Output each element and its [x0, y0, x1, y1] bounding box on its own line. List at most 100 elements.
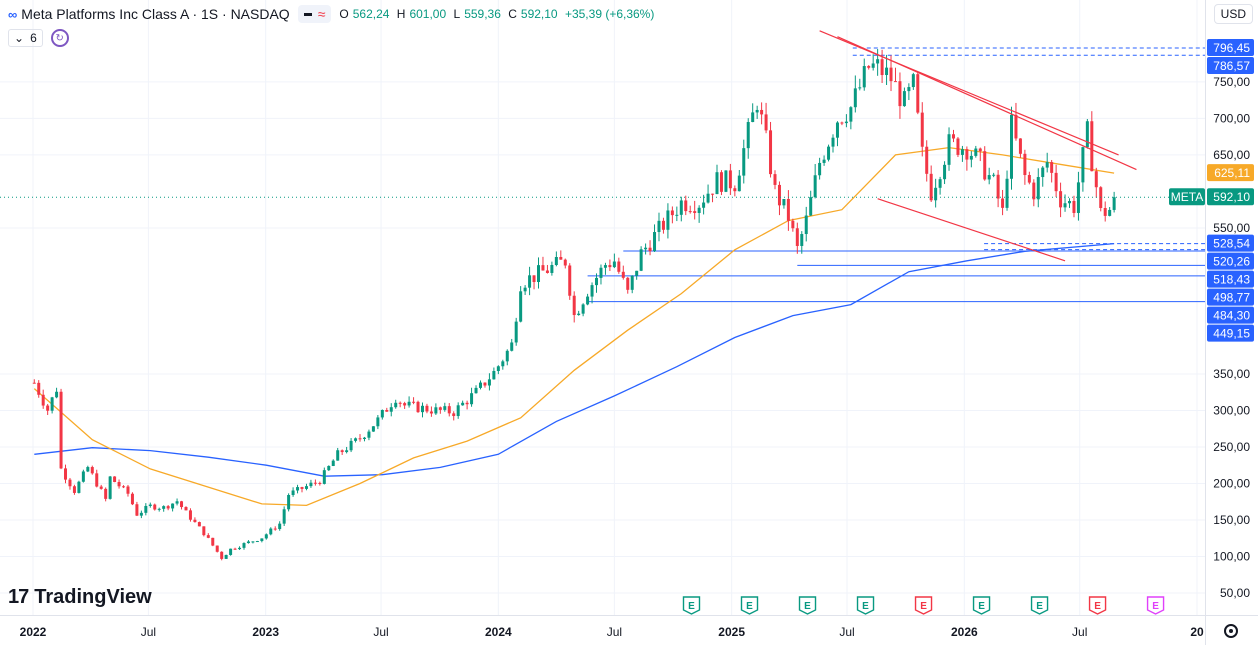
candle-body — [331, 460, 335, 466]
low-value: 559,36 — [464, 7, 501, 21]
candle-body — [367, 431, 371, 438]
candle-body — [809, 197, 813, 216]
candle-body — [336, 450, 340, 461]
candle-body — [853, 88, 857, 108]
candle-body — [1018, 138, 1022, 154]
candle-body — [90, 467, 94, 474]
candle-body — [313, 482, 317, 484]
refresh-icon[interactable]: ↻ — [50, 29, 69, 47]
ma200-line — [34, 242, 1115, 477]
last-price-tag-bg — [1207, 188, 1254, 206]
candle-body — [751, 112, 755, 123]
candle-body — [902, 91, 906, 107]
tradingview-logo[interactable]: 17 TradingView — [8, 586, 152, 609]
candle-body — [1054, 172, 1058, 192]
price-level-tag-bg — [1207, 324, 1254, 342]
candle-body — [1068, 200, 1072, 204]
candle-body — [300, 487, 304, 489]
candle-body — [340, 450, 344, 453]
candle-body — [987, 175, 991, 180]
earnings-marker-shape — [1146, 596, 1165, 615]
candle-body — [505, 350, 509, 362]
symbol-title[interactable]: Meta Platforms Inc Class A · 1S · NASDAQ — [21, 6, 290, 22]
candle-body — [791, 220, 795, 229]
close-value: 592,10 — [520, 7, 558, 21]
candle-body — [72, 486, 76, 493]
candle-body — [835, 122, 839, 138]
candle-body — [385, 409, 389, 412]
candle-body — [898, 81, 902, 107]
candle-body — [166, 506, 170, 509]
candle-body — [1050, 162, 1054, 173]
candle-body — [224, 554, 228, 559]
earnings-marker[interactable]: E — [856, 596, 875, 615]
candle-body — [104, 488, 108, 499]
earnings-marker-label: E — [746, 601, 753, 612]
candle-body — [925, 146, 929, 174]
price-level-tag-bg — [1207, 252, 1254, 270]
candle-body — [354, 438, 358, 441]
candle-body — [99, 486, 103, 489]
candle-body — [180, 501, 184, 508]
candle-body — [273, 528, 277, 530]
earnings-marker[interactable]: E — [1030, 596, 1049, 615]
candle-body — [706, 193, 710, 203]
price-level-tag: 518,43 — [1213, 273, 1250, 287]
candle-body — [1027, 175, 1031, 183]
candle-body — [193, 519, 197, 523]
open-value: 562,24 — [352, 7, 390, 21]
candle-body — [37, 382, 41, 395]
earnings-marker[interactable]: E — [682, 596, 701, 615]
candle-body — [1001, 198, 1005, 208]
compare-toggle[interactable]: ≈ — [297, 5, 332, 23]
earnings-marker[interactable]: E — [972, 596, 991, 615]
trend-line — [819, 30, 1119, 156]
candle-body — [1059, 191, 1063, 208]
candle-body — [514, 321, 518, 343]
x-tick-label: Jul — [373, 625, 388, 639]
candle-body — [389, 407, 393, 412]
candle-body — [586, 296, 590, 305]
earnings-marker[interactable]: E — [914, 596, 933, 615]
candle-body — [635, 270, 639, 276]
price-level-tag-bg — [1207, 270, 1254, 288]
candle-body — [86, 467, 90, 472]
x-tick-label: 2023 — [252, 625, 279, 639]
candle-body — [934, 187, 938, 201]
candle-body — [978, 148, 982, 152]
candle-body — [893, 81, 897, 83]
candle-body — [822, 159, 826, 163]
candle-body — [733, 188, 737, 192]
ma50-value-tag-bg — [1207, 164, 1254, 182]
candle-body — [407, 401, 411, 406]
candle-body — [380, 409, 384, 418]
earnings-marker-label: E — [1094, 601, 1101, 612]
candle-body — [844, 121, 848, 124]
indicator-toggle[interactable]: ⌄ 6 — [8, 29, 43, 47]
candle-body — [746, 122, 750, 149]
earnings-marker[interactable]: E — [1146, 596, 1165, 615]
candle-body — [938, 179, 942, 188]
candle-body — [608, 265, 612, 268]
candle-body — [537, 265, 541, 283]
candle-body — [688, 211, 692, 213]
earnings-marker-label: E — [1152, 601, 1159, 612]
earnings-marker[interactable]: E — [798, 596, 817, 615]
earnings-marker-shape — [798, 596, 817, 615]
candle-body — [1112, 197, 1116, 210]
candle-body — [590, 285, 594, 297]
price-level-tag-bg — [1207, 57, 1254, 74]
candle-body — [532, 275, 536, 283]
wave-icon: ≈ — [317, 6, 326, 22]
symbol-tag: META — [1171, 190, 1203, 204]
currency-select[interactable]: USD — [1213, 4, 1253, 24]
candle-body — [108, 476, 112, 499]
minus-icon — [303, 12, 312, 16]
gear-icon[interactable] — [1224, 624, 1238, 638]
earnings-marker-label: E — [862, 601, 869, 612]
candle-body — [523, 287, 527, 292]
earnings-marker[interactable]: E — [1088, 596, 1107, 615]
candle-body — [648, 247, 652, 252]
earnings-marker[interactable]: E — [740, 596, 759, 615]
